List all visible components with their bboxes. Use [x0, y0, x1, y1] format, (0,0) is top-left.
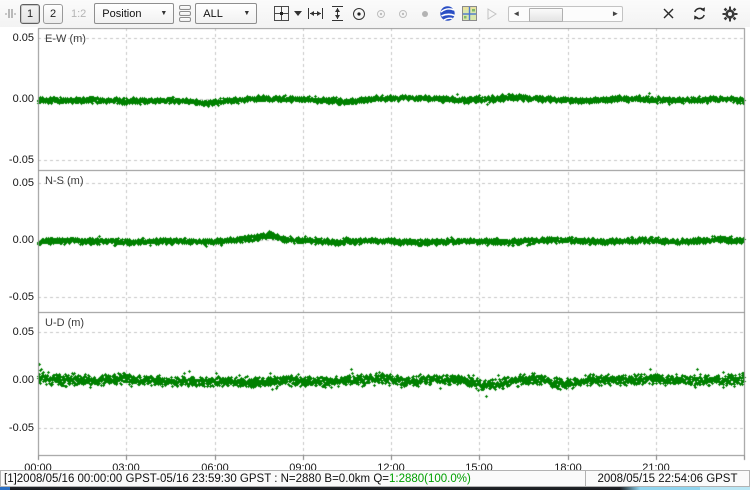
animate-play-icon[interactable] — [480, 3, 502, 25]
y-tick-label: -0.05 — [8, 291, 34, 303]
y-tick-label: 0.00 — [12, 93, 34, 105]
refresh-icon[interactable] — [688, 3, 710, 25]
status-cursor-time: 2008/05/15 22:54:06 GPST — [586, 470, 750, 487]
window-bottom-edge — [0, 487, 750, 490]
plot-area[interactable]: E-W (m) 0.05 0.00 -0.05 N-S (m) 0.05 0.00 -0.05… — [0, 27, 750, 474]
y-tick-label: 0.05 — [12, 32, 34, 44]
scrollbar-thumb[interactable] — [529, 7, 564, 22]
chevron-down-icon: ▼ — [243, 10, 251, 17]
track-center-icon[interactable] — [370, 3, 392, 25]
y-tick-label: 0.00 — [12, 234, 34, 246]
plot-type-value: Position — [102, 7, 142, 20]
view-1-button[interactable]: 1 — [20, 3, 40, 24]
toolbar-grip[interactable] — [5, 9, 16, 18]
obs-filter-select[interactable]: ALL ▼ — [195, 3, 258, 24]
y-tick-label: 0.05 — [12, 177, 34, 189]
status-cursor-time-text: 2008/05/15 22:54:06 GPST — [597, 472, 738, 485]
view-2-button[interactable]: 2 — [43, 3, 63, 24]
map-view-icon[interactable] — [458, 3, 480, 25]
panel-title: U-D (m) — [45, 317, 85, 329]
panel-title: N-S (m) — [45, 175, 84, 187]
fit-icon[interactable] — [270, 3, 292, 25]
scroll-left-icon[interactable]: ◄ — [512, 9, 521, 18]
panel-title: E-W (m) — [45, 33, 86, 45]
y-tick-label: 0.00 — [12, 374, 34, 386]
y-tick-label: 0.05 — [12, 326, 34, 338]
status-time-range: [1]2008/05/16 00:00:00 GPST-05/16 23:59:… — [4, 472, 389, 485]
fix-center-icon[interactable] — [414, 3, 436, 25]
google-earth-icon[interactable] — [436, 3, 458, 25]
track-center-2-icon[interactable] — [392, 3, 414, 25]
fit-vertical-icon[interactable] — [326, 3, 348, 25]
status-quality: 1:2880(100.0%) — [388, 472, 471, 485]
close-icon[interactable] — [657, 3, 679, 25]
y-tick-label: -0.05 — [8, 422, 34, 434]
position-time-series-chart[interactable] — [0, 27, 750, 470]
split-view-button[interactable]: 1:2 — [71, 7, 87, 20]
chevron-down-icon: ▼ — [160, 10, 168, 17]
y-tick-label: -0.05 — [8, 154, 34, 166]
status-solution-summary: [1]2008/05/16 00:00:00 GPST-05/16 23:59:… — [0, 470, 586, 487]
center-origin-icon[interactable] — [348, 3, 370, 25]
stack-panels-icon[interactable] — [179, 5, 192, 22]
fit-dropdown-caret[interactable] — [292, 3, 304, 25]
status-bar: [1]2008/05/16 00:00:00 GPST-05/16 23:59:… — [0, 470, 750, 487]
fit-horizontal-icon[interactable] — [304, 3, 326, 25]
options-gear-icon[interactable] — [719, 3, 741, 25]
scroll-right-icon[interactable]: ► — [611, 9, 620, 18]
time-scrollbar[interactable]: ◄ ► — [508, 5, 624, 22]
toolbar: 1 2 1:2 Position ▼ ALL ▼ — [0, 0, 750, 27]
plot-type-select[interactable]: Position ▼ — [94, 3, 175, 24]
obs-filter-value: ALL — [203, 7, 223, 20]
